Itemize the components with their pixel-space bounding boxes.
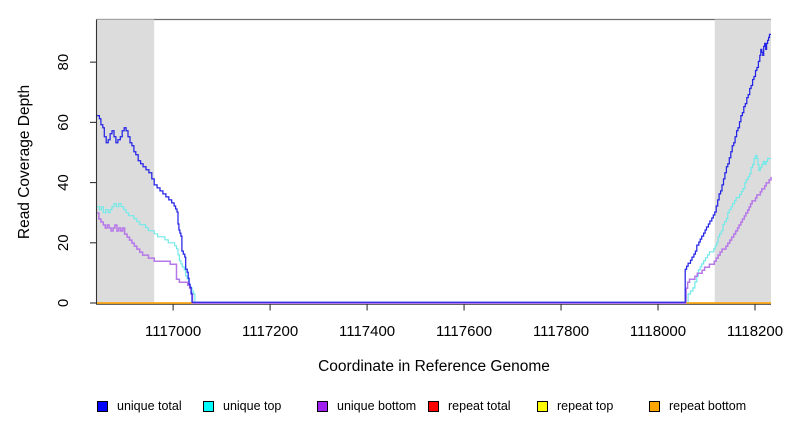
y-tick-label: 20 <box>55 234 72 251</box>
legend-item-repeat-top: repeat top <box>537 399 613 413</box>
y-axis-title: Read Coverage Depth <box>16 85 33 239</box>
x-tick-label: 1117600 <box>436 323 492 340</box>
x-tick-label: 1118000 <box>630 323 686 340</box>
series-line-unique-bottom <box>97 176 772 305</box>
legend-item-repeat-total: repeat total <box>428 399 511 413</box>
y-tick-label: 40 <box>55 174 72 191</box>
legend-label: unique total <box>117 399 182 413</box>
y-tick-label: 60 <box>55 114 72 131</box>
x-tick-label: 1118200 <box>727 323 783 340</box>
legend-label: repeat total <box>448 399 511 413</box>
x-tick-label: 1117000 <box>145 323 201 340</box>
chart-layer: 1117000 1117200 1117400 1117600 1117800 11180… <box>55 18 783 340</box>
legend-item-unique-top: unique top <box>203 399 281 413</box>
legend-label: unique top <box>223 399 282 413</box>
legend-swatch-repeat-total <box>428 400 439 412</box>
x-tick-label: 1117200 <box>242 323 298 340</box>
legend-swatch-unique-bottom <box>317 400 328 412</box>
legend-item-unique-total: unique total <box>97 399 182 413</box>
x-tick-label: 1117400 <box>339 323 395 340</box>
legend-swatch-unique-top <box>203 400 214 412</box>
legend-item-repeat-bottom: repeat bottom <box>649 399 746 413</box>
legend-swatch-repeat-bottom <box>649 400 660 412</box>
legend-label: repeat bottom <box>669 399 747 413</box>
highlight-region-right <box>714 19 771 304</box>
legend-label: unique bottom <box>337 399 417 413</box>
x-tick-label: 1117800 <box>533 323 589 340</box>
x-axis-title: Coordinate in Reference Genome <box>318 358 550 375</box>
legend: unique total unique top unique bottom repea… <box>0 399 792 415</box>
y-tick-label: 80 <box>55 54 72 71</box>
y-tick-label: 0 <box>55 299 72 307</box>
series-line-unique-top <box>97 154 771 304</box>
legend-item-unique-bottom: unique bottom <box>317 399 416 413</box>
highlight-region-left <box>97 19 155 304</box>
series-line-unique-total <box>97 33 771 303</box>
legend-label: repeat top <box>557 399 614 413</box>
legend-swatch-repeat-top <box>537 400 548 412</box>
legend-swatch-unique-total <box>97 400 108 412</box>
